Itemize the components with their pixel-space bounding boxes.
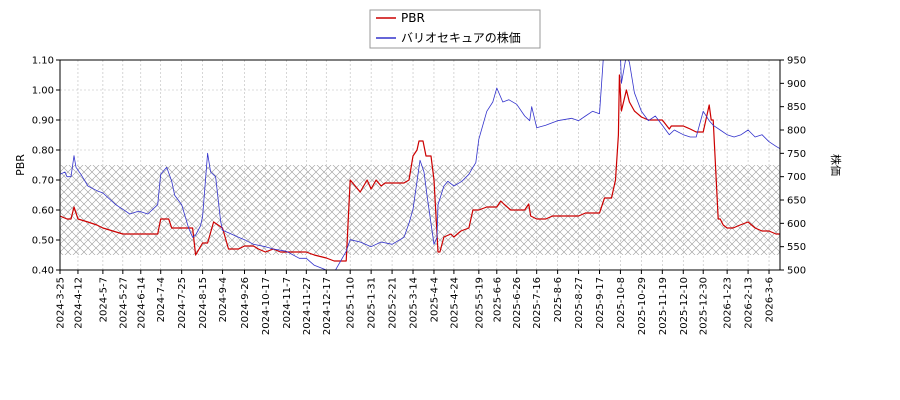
x-tick-label: 2024-5-7 — [98, 277, 109, 322]
x-tick-label: 2025-1-31 — [367, 277, 378, 329]
series-line-pbr — [60, 74, 780, 262]
y-axis-label: PBR — [14, 154, 27, 176]
y2-axis-label: 株価 — [829, 154, 843, 176]
y-tick-label: 0.80 — [32, 146, 54, 157]
y2-tick-label: 800 — [787, 126, 806, 137]
y2-tick-label: 600 — [787, 219, 806, 230]
x-tick-label: 2024-5-27 — [118, 277, 129, 329]
x-tick-label: 2024-3-25 — [56, 277, 67, 329]
x-tick-label: 2025-5-19 — [474, 277, 485, 329]
x-tick-label: 2025-4-24 — [449, 277, 460, 329]
plot-border — [59, 59, 781, 271]
y2-tick-label: 950 — [787, 56, 806, 67]
legend: PBR バリオセキュアの株価 — [369, 9, 541, 49]
x-tick-label: 2025-1-10 — [346, 277, 357, 329]
y2-tick-label: 650 — [787, 196, 806, 207]
x-tick-label: 2024-7-25 — [177, 277, 188, 329]
x-tick-label: 2025-10-8 — [616, 277, 627, 329]
legend-box — [369, 9, 541, 49]
y2-tick-label: 550 — [787, 242, 806, 253]
x-tick-label: 2025-2-21 — [388, 277, 399, 329]
y-tick-label: 0.40 — [32, 266, 54, 277]
y-tick-label: 0.50 — [32, 236, 54, 247]
x-tick-label: 2025-4-4 — [429, 277, 440, 322]
x-tick-label: 2025-3-14 — [409, 277, 420, 329]
series-line-price — [60, 60, 780, 270]
y-tick-label: 1.10 — [32, 56, 54, 67]
series-layer — [60, 60, 780, 270]
x-tick-label: 2025-8-27 — [574, 277, 585, 329]
x-tick-label: 2024-11-27 — [302, 277, 313, 335]
y-tick-label: 0.90 — [32, 116, 54, 127]
x-tick-label: 2024-10-17 — [261, 277, 272, 335]
x-tick-label: 2024-12-17 — [322, 277, 333, 335]
y2-tick-label: 850 — [787, 102, 806, 113]
x-tick-label: 2025-10-29 — [637, 277, 648, 335]
y2-tick-label: 500 — [787, 266, 806, 277]
x-axis: 2024-3-25 2024-4-12 2024-5-7 2024-5-27 2024-… — [56, 270, 776, 335]
x-tick-label: 2025-9-17 — [595, 277, 606, 329]
x-tick-label: 2024-9-4 — [218, 277, 229, 322]
x-tick-label: 2024-7-4 — [156, 277, 167, 322]
y2-tick-label: 750 — [787, 149, 806, 160]
x-tick-label: 2025-12-30 — [699, 277, 710, 335]
x-tick-label: 2025-12-10 — [679, 277, 690, 335]
left-axis: 0.40 0.50 0.60 0.70 0.80 0.90 1.00 1.10 — [32, 56, 60, 277]
x-tick-label: 2025-11-19 — [658, 277, 669, 335]
x-tick-label: 2024-9-26 — [240, 277, 251, 329]
x-tick-label: 2026-1-23 — [723, 277, 734, 329]
x-tick-label: 2024-8-15 — [198, 277, 209, 329]
x-tick-label: 2026-2-13 — [744, 277, 755, 329]
x-tick-label: 2024-6-14 — [136, 277, 147, 329]
x-tick-label: 2025-6-26 — [512, 277, 523, 329]
y-tick-label: 0.70 — [32, 176, 54, 187]
x-tick-label: 2025-8-6 — [553, 277, 564, 322]
y-tick-label: 0.60 — [32, 206, 54, 217]
y-tick-label: 1.00 — [32, 86, 54, 97]
right-axis: 500 550 600 650 700 750 800 850 900 950 — [780, 56, 806, 277]
x-tick-label: 2024-11-7 — [282, 277, 293, 329]
x-tick-label: 2024-4-12 — [73, 277, 84, 329]
x-tick-label: 2025-6-6 — [492, 277, 503, 322]
x-tick-label: 2025-7-16 — [532, 277, 543, 329]
legend-label-pbr: PBR — [401, 11, 425, 25]
x-tick-label: 2026-3-6 — [765, 277, 776, 322]
y2-tick-label: 700 — [787, 172, 806, 183]
legend-label-price: バリオセキュアの株価 — [401, 30, 521, 45]
y2-tick-label: 900 — [787, 79, 806, 90]
